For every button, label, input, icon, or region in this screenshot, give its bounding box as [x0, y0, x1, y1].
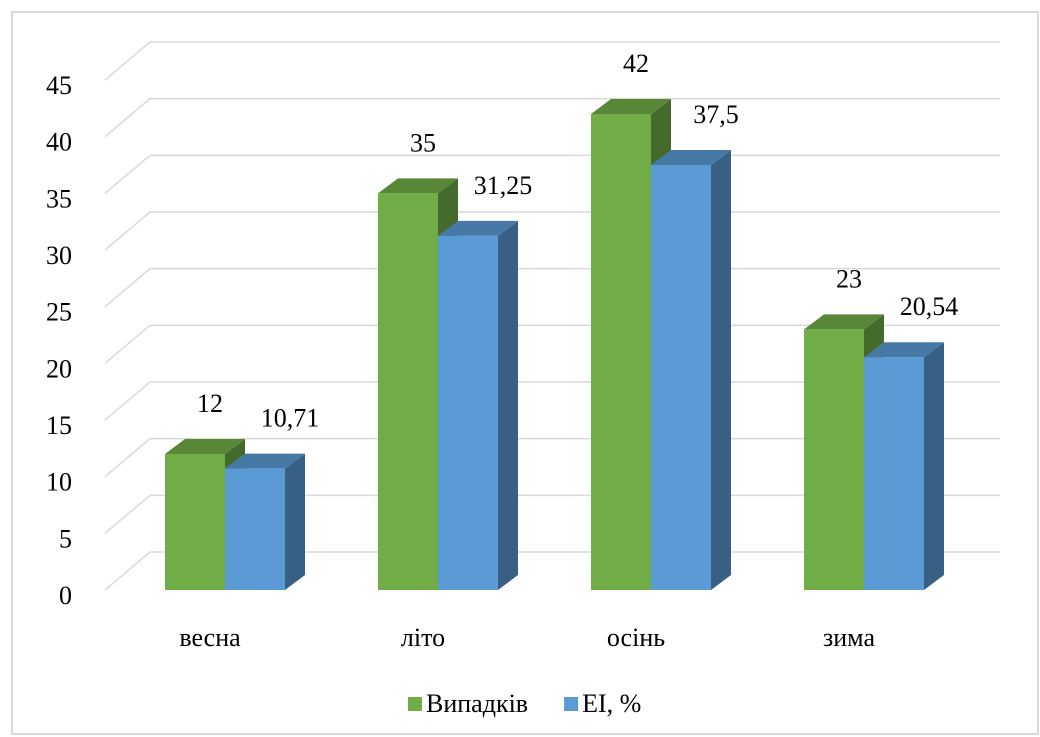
bar: [438, 235, 498, 591]
bar: [591, 114, 651, 590]
data-label: 37,5: [693, 100, 739, 129]
bar-top: [804, 314, 884, 330]
bar-side: [711, 150, 731, 590]
y-tick-label: 15: [46, 411, 72, 440]
bar: [804, 329, 864, 590]
bar-top: [438, 220, 518, 236]
data-label: 42: [623, 49, 649, 78]
legend-swatch: [408, 697, 422, 711]
bar-top: [591, 99, 671, 114]
x-tick-label: осінь: [607, 623, 665, 652]
grid-line: [104, 41, 1000, 81]
bar: [165, 454, 225, 590]
y-tick-label: 5: [59, 524, 72, 553]
bar-top: [651, 150, 731, 165]
bar: [864, 357, 924, 590]
bar: [378, 193, 438, 591]
y-tick-label: 20: [46, 354, 72, 383]
data-label: 12: [197, 389, 223, 418]
bar-top: [225, 453, 305, 469]
x-tick-label: літо: [401, 623, 445, 652]
data-label: 10,71: [261, 404, 320, 433]
data-label: 31,25: [474, 171, 533, 200]
data-label: 23: [836, 264, 862, 293]
bar-top: [165, 439, 245, 454]
y-tick-label: 10: [46, 468, 72, 497]
x-tick-label: весна: [179, 623, 241, 652]
y-tick-label: 0: [59, 581, 72, 610]
bar-top: [378, 178, 458, 194]
y-tick-label: 30: [46, 241, 72, 270]
y-tick-label: 25: [46, 298, 72, 327]
grid-line: [104, 97, 1000, 138]
bar-side: [924, 342, 944, 590]
bar-side: [498, 220, 518, 591]
bar: [651, 165, 711, 590]
bar-top: [864, 342, 944, 358]
y-tick-label: 40: [46, 128, 72, 157]
bar-side: [285, 453, 305, 590]
legend-label: ЕІ, %: [582, 689, 641, 718]
y-tick-label: 35: [46, 184, 72, 213]
y-tick-label: 45: [46, 71, 72, 100]
bar: [225, 468, 285, 590]
legend-swatch: [564, 697, 579, 711]
x-tick-label: зима: [823, 623, 875, 652]
data-label: 20,54: [900, 292, 959, 321]
data-label: 35: [410, 128, 436, 157]
legend-label: Випадків: [426, 689, 528, 718]
